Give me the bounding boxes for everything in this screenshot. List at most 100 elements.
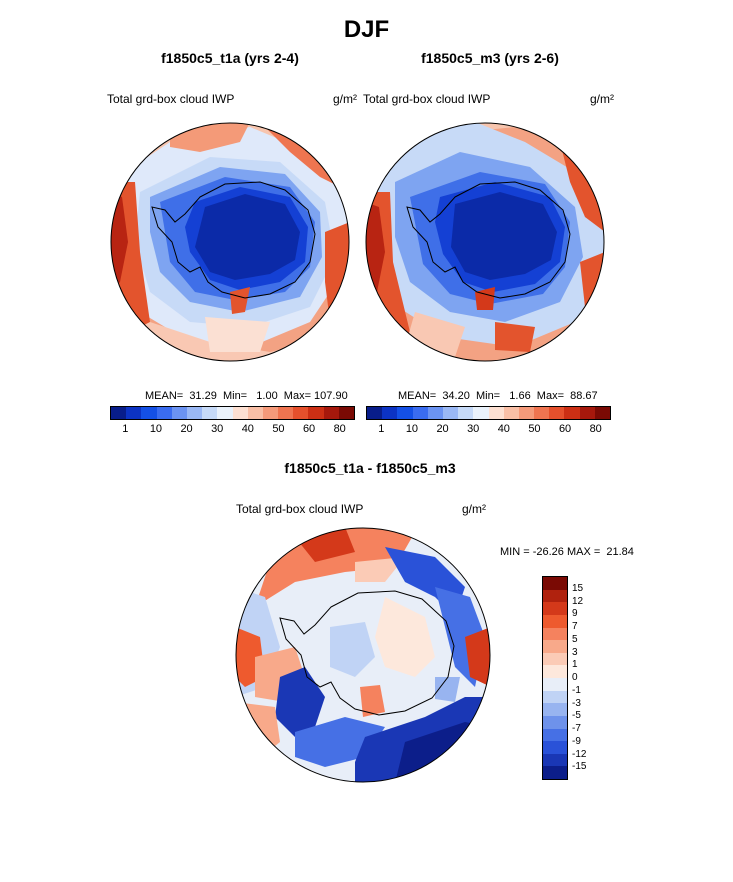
panel-1-coastline xyxy=(151,181,316,299)
colorbar-2-swatches xyxy=(366,406,611,420)
colorbar-diff-swatch xyxy=(543,728,567,742)
colorbar-diff-swatch xyxy=(543,614,567,628)
colorbar-2-swatch xyxy=(427,407,443,419)
colorbar-diff-swatch xyxy=(543,627,567,641)
panel-2-coastline xyxy=(406,181,571,299)
colorbar-1: 1 10 20 30 40 50 60 80 xyxy=(110,406,355,436)
colorbar-1-swatch xyxy=(278,407,294,419)
colorbar-1-swatch xyxy=(293,407,309,419)
colorbar-diff-tick-label: 1 xyxy=(572,659,578,671)
colorbar-diff-tick-label: -3 xyxy=(572,697,581,709)
colorbar-diff-tick-label: -9 xyxy=(572,735,581,747)
colorbar-1-swatches xyxy=(110,406,355,420)
colorbar-2-swatch xyxy=(488,407,504,419)
panel-1-units-label: g/m² xyxy=(333,92,357,106)
colorbar-1-swatch xyxy=(217,407,233,419)
diff-panel-map-border xyxy=(235,527,491,783)
colorbar-1-swatch xyxy=(156,407,172,419)
colorbar-diff: 15 12 9 7 5 3 1 0 -1 -3 -5 -7 -9 -12 -15 xyxy=(542,576,622,780)
colorbar-diff-tick-label: 12 xyxy=(572,595,584,607)
panel-2-map-border xyxy=(365,122,605,362)
colorbar-diff-swatch xyxy=(543,665,567,678)
colorbar-diff-tick-label: -1 xyxy=(572,684,581,696)
page-title: DJF xyxy=(343,16,390,43)
colorbar-diff-tick-label: -12 xyxy=(572,748,587,760)
colorbar-2-swatch xyxy=(397,407,413,419)
colorbar-2-swatch xyxy=(412,407,428,419)
diff-panel-units-label: g/m² xyxy=(462,502,486,516)
colorbar-diff-swatch xyxy=(543,741,567,754)
colorbar-1-swatch xyxy=(171,407,187,419)
panel-2-variable-label: Total grd-box cloud IWP xyxy=(363,92,491,106)
colorbar-2-tick-label: 30 xyxy=(467,423,480,435)
colorbar-1-tick-label: 60 xyxy=(302,423,316,435)
colorbar-diff-tick-label: -7 xyxy=(572,723,581,734)
colorbar-2-swatch xyxy=(549,407,565,419)
panel-1-stats: MEAN= 31.29 Min= 1.00 Max= 107.90 xyxy=(145,390,348,402)
colorbar-diff-swatch xyxy=(543,715,567,729)
colorbar-2-tick-label: 80 xyxy=(589,423,602,435)
panel-1-title: f1850c5_t1a (yrs 2-4) xyxy=(161,50,299,66)
colorbar-diff-tick-label: 5 xyxy=(572,633,578,645)
colorbar-1-swatch xyxy=(262,407,279,419)
colorbar-diff-swatch xyxy=(543,690,567,704)
colorbar-1-tick-label: 10 xyxy=(149,423,163,435)
colorbar-diff-tick-label: 7 xyxy=(572,621,578,632)
colorbar-1-swatch xyxy=(232,407,248,419)
colorbar-2-swatch xyxy=(534,407,550,419)
colorbar-2-tick-label: 60 xyxy=(558,423,572,435)
colorbar-2-swatch xyxy=(382,407,398,419)
diff-panel-title: f1850c5_t1a - f1850c5_m3 xyxy=(284,460,456,476)
colorbar-2: 1 10 20 30 40 50 60 80 xyxy=(366,406,611,436)
colorbar-2-swatch xyxy=(503,407,519,419)
panel-1-variable-label: Total grd-box cloud IWP xyxy=(107,92,235,106)
colorbar-1-tick-label: 80 xyxy=(333,423,346,435)
colorbar-2-swatch xyxy=(579,407,595,419)
colorbar-2-swatch xyxy=(367,407,383,419)
colorbar-2-tick-label: 10 xyxy=(405,423,419,435)
colorbar-1-swatch xyxy=(141,407,157,419)
colorbar-diff-swatch xyxy=(543,577,567,590)
colorbar-diff-swatch xyxy=(543,678,567,691)
colorbar-1-tick-label: 30 xyxy=(211,423,224,435)
colorbar-1-swatch xyxy=(202,407,218,419)
diff-panel-map-field xyxy=(236,528,490,782)
diff-panel-coastline xyxy=(279,590,455,716)
colorbar-1-swatch xyxy=(111,407,127,419)
colorbar-1-swatch xyxy=(323,407,339,419)
colorbar-diff-tick-label: 3 xyxy=(572,646,578,658)
colorbar-diff-swatches xyxy=(542,576,568,780)
colorbar-diff-tick-label: 0 xyxy=(572,672,578,683)
panel-2-title: f1850c5_m3 (yrs 2-6) xyxy=(421,50,559,66)
panel-2-stats: MEAN= 34.20 Min= 1.66 Max= 88.67 xyxy=(398,390,598,402)
panel-1-map-field xyxy=(111,123,349,361)
colorbar-diff-swatch xyxy=(543,753,567,767)
colorbar-2-tick-label: 1 xyxy=(378,423,385,435)
panel-2-units-label: g/m² xyxy=(590,92,614,106)
diff-panel-minmax: MIN = -26.26 MAX = 21.84 xyxy=(500,546,634,558)
colorbar-1-tick-label: 20 xyxy=(180,423,193,435)
panel-1-map xyxy=(110,122,350,362)
colorbar-diff-tick-label: 15 xyxy=(572,582,584,594)
diff-panel-map xyxy=(235,527,491,783)
colorbar-2-swatch xyxy=(594,407,610,419)
colorbar-1-swatch xyxy=(308,407,324,419)
colorbar-diff-swatch xyxy=(543,640,567,653)
colorbar-2-swatch xyxy=(518,407,535,419)
colorbar-1-tick-label: 50 xyxy=(272,423,285,435)
colorbar-1-swatch xyxy=(247,407,263,419)
panel-2-map-field xyxy=(366,123,604,361)
colorbar-diff-swatch xyxy=(543,766,567,779)
diff-panel-variable-label: Total grd-box cloud IWP xyxy=(236,502,364,516)
colorbar-1-tick-label: 40 xyxy=(241,423,254,435)
colorbar-diff-tick-label: -5 xyxy=(572,710,581,722)
colorbar-2-tick-label: 20 xyxy=(436,423,449,435)
colorbar-2-tick-label: 50 xyxy=(528,423,541,435)
colorbar-2-swatch xyxy=(442,407,459,419)
panel-1-map-border xyxy=(110,122,350,362)
colorbar-2-swatch xyxy=(564,407,580,419)
colorbar-1-swatch xyxy=(186,407,203,419)
colorbar-diff-swatch xyxy=(543,589,567,603)
colorbar-1-swatch xyxy=(126,407,142,419)
colorbar-2-tick-label: 40 xyxy=(497,423,510,435)
